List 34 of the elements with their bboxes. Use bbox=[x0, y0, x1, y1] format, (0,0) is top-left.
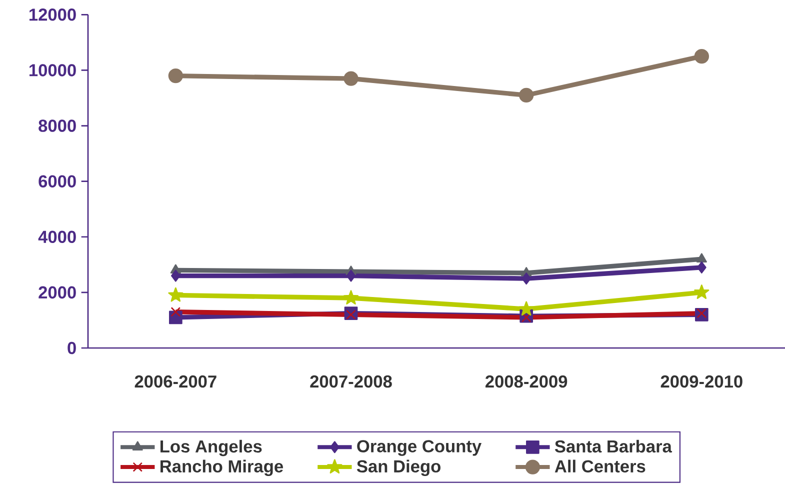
y-tick-label: 6000 bbox=[38, 175, 76, 188]
point bbox=[522, 272, 532, 285]
point bbox=[343, 290, 359, 304]
point bbox=[171, 270, 180, 282]
y-tick-label: 8000 bbox=[38, 120, 76, 132]
x-tick-label: 2009-2010 bbox=[660, 375, 742, 388]
legend-label: Orange County bbox=[357, 440, 482, 456]
x-tick-label: 2007-2008 bbox=[310, 375, 392, 388]
point bbox=[346, 270, 356, 282]
point bbox=[346, 310, 356, 320]
legend-label: All Centers bbox=[554, 460, 646, 472]
point bbox=[170, 306, 181, 317]
point bbox=[518, 88, 534, 103]
point bbox=[521, 312, 532, 322]
legend-label: Rancho Mirage bbox=[160, 460, 284, 476]
point bbox=[697, 261, 706, 274]
point bbox=[694, 48, 710, 64]
x-tick-label: 2008-2009 bbox=[485, 375, 568, 388]
legend-label: Los Angeles bbox=[160, 440, 262, 456]
y-tick-label: 12000 bbox=[30, 8, 76, 21]
point bbox=[696, 308, 707, 318]
point bbox=[696, 253, 707, 262]
legend-label: Santa Barbara bbox=[554, 440, 672, 453]
y-tick-label: 2000 bbox=[38, 286, 76, 299]
y-tick-label: 10000 bbox=[30, 64, 76, 76]
y-tick-label: 0 bbox=[68, 342, 76, 354]
point bbox=[344, 71, 358, 86]
x-tick-label: 2006-2007 bbox=[134, 375, 216, 388]
point bbox=[694, 284, 710, 299]
point bbox=[168, 68, 183, 84]
point bbox=[518, 301, 534, 316]
legend-label: San Diego bbox=[356, 460, 440, 476]
y-tick-label: 4000 bbox=[38, 230, 76, 244]
point bbox=[168, 287, 184, 302]
